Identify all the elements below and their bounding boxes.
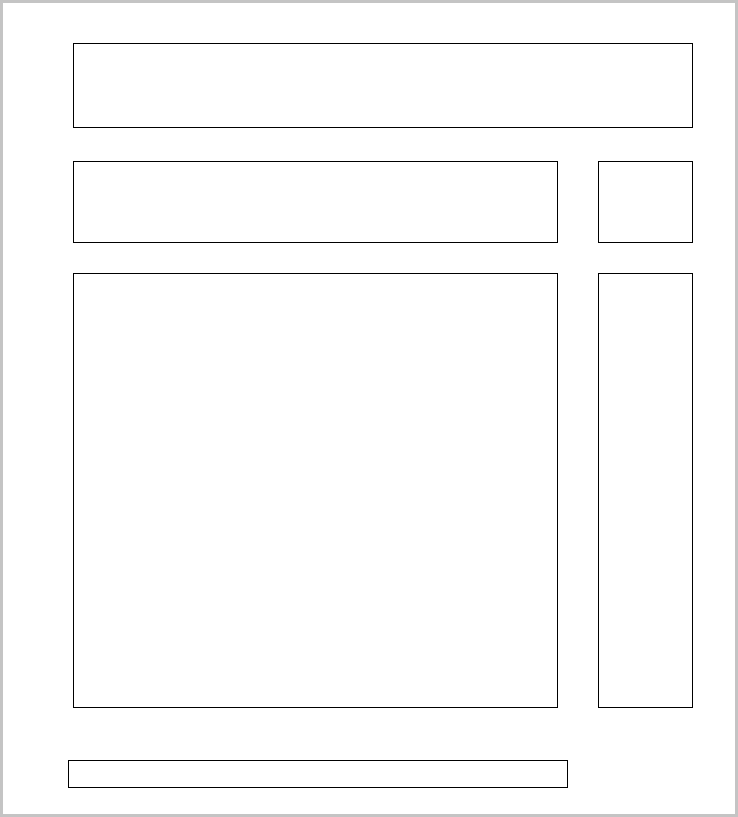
panel-northsouth-height [598, 273, 735, 708]
plan-view-map-canvas [74, 274, 374, 424]
panel-eastwest-height [73, 161, 558, 312]
panel-altitude-histogram [598, 161, 735, 312]
northsouth-height-scatter-canvas [599, 274, 735, 424]
panel-plan-view-map [73, 273, 558, 708]
panel-time-height [73, 43, 693, 194]
colorbar [68, 760, 568, 788]
